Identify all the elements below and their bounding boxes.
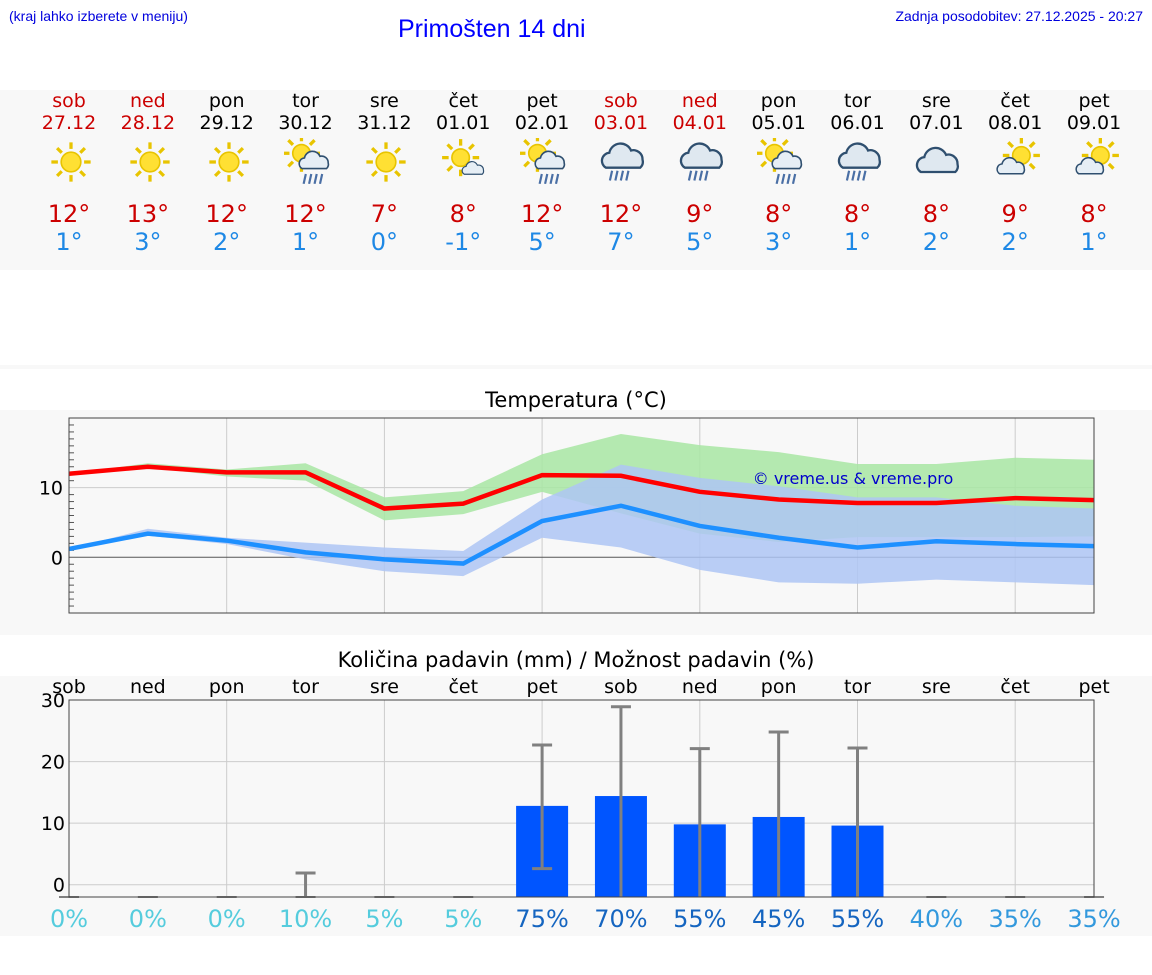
day-date: 29.12 [199, 112, 254, 134]
max-temp: 8° [1080, 200, 1108, 228]
min-temp: 2° [922, 228, 950, 256]
max-temp: 12° [520, 200, 564, 228]
day-name: ned [129, 90, 166, 112]
max-temp: 8° [765, 200, 793, 228]
day-date: 08.01 [987, 112, 1043, 134]
max-temp: 7° [370, 200, 399, 228]
min-temp: 2° [1001, 228, 1029, 256]
min-temp: -1° [445, 228, 482, 256]
day-name: sre [921, 90, 951, 112]
day-name: pet [1078, 90, 1110, 112]
day-date: 27.12 [41, 112, 97, 134]
day-date: 01.01 [436, 112, 491, 134]
page-title: Primošten 14 dni [398, 15, 586, 43]
max-temp: 9° [686, 200, 714, 228]
max-temp: 8° [922, 200, 950, 228]
day-date: 31.12 [357, 112, 412, 134]
min-temp: 1° [843, 228, 872, 256]
max-temp: 8° [449, 200, 477, 228]
cloud-rain-icon [836, 138, 881, 182]
sun-icon [47, 138, 91, 182]
cloud-rain-icon [678, 138, 723, 182]
max-temp: 12° [284, 200, 327, 228]
location-hint: (kraj lahko izberete v meniju) [9, 8, 188, 24]
day-date: 04.01 [672, 112, 727, 134]
spacer-band [0, 365, 1152, 369]
min-temp: 5° [528, 228, 556, 256]
day-name: pet [526, 90, 558, 112]
sun-icon [205, 138, 249, 182]
day-date: 09.01 [1066, 112, 1122, 134]
day-name: čet [448, 90, 479, 112]
min-temp: 1° [55, 228, 83, 256]
precip-title: Količina padavin (mm) / Možnost padavin … [337, 648, 815, 672]
min-temp: 7° [607, 228, 635, 256]
min-temp: 0° [370, 228, 399, 256]
sun-cloud-icon [993, 136, 1041, 182]
cloud-icon [914, 138, 960, 182]
last-updated: Zadnja posodobitev: 27.12.2025 - 20:27 [895, 8, 1143, 24]
min-temp: 1° [1080, 228, 1108, 256]
day-name: ned [681, 90, 718, 112]
day-name: pon [208, 90, 245, 112]
max-temp: 13° [126, 200, 170, 228]
sun-icon [126, 138, 170, 182]
sun-cloud-rain-icon [519, 134, 566, 185]
day-name: čet [1000, 90, 1030, 112]
day-date: 06.01 [830, 112, 885, 134]
day-date: 28.12 [120, 112, 176, 134]
day-date: 07.01 [909, 112, 964, 134]
day-name: tor [292, 90, 319, 112]
max-temp: 12° [47, 200, 91, 228]
min-temp: 3° [134, 228, 162, 256]
day-name: tor [844, 90, 871, 112]
sun-cloud-icon [1072, 136, 1119, 182]
max-temp: 8° [843, 200, 872, 228]
day-date: 03.01 [593, 112, 649, 134]
max-temp: 12° [599, 200, 643, 228]
min-temp: 3° [765, 228, 793, 256]
sun-cloud-rain-icon [282, 134, 329, 185]
day-date: 30.12 [278, 112, 333, 134]
sun-icon [362, 138, 407, 182]
temperature-title: Temperatura (°C) [485, 388, 667, 412]
forecast-band [0, 90, 1152, 270]
day-name: sob [52, 90, 86, 112]
max-temp: 9° [1001, 200, 1029, 228]
precip-panel [0, 676, 1152, 936]
min-temp: 1° [291, 228, 320, 256]
sun-cloud-rain-icon [755, 134, 802, 185]
day-date: 02.01 [514, 112, 570, 134]
min-temp: 5° [686, 228, 714, 256]
day-name: sre [369, 90, 399, 112]
day-name: sob [604, 90, 638, 112]
min-temp: 2° [213, 228, 241, 256]
temperature-panel [0, 410, 1152, 635]
max-temp: 12° [205, 200, 248, 228]
sun-small-cloud-icon [441, 138, 485, 182]
cloud-rain-icon [599, 138, 644, 182]
day-date: 05.01 [751, 112, 806, 134]
day-name: pon [760, 90, 797, 112]
